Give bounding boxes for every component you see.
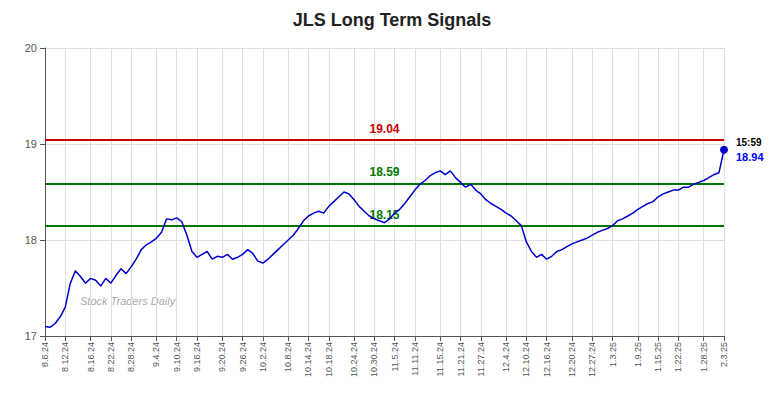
svg-text:8.22.24: 8.22.24 <box>106 342 116 372</box>
svg-text:10.8.24: 10.8.24 <box>283 342 293 372</box>
svg-text:9.10.24: 9.10.24 <box>172 342 182 372</box>
svg-text:10.18.24: 10.18.24 <box>324 342 334 377</box>
svg-text:2.3.25: 2.3.25 <box>719 342 729 367</box>
svg-text:11.5.24: 11.5.24 <box>390 342 400 371</box>
svg-text:12.27.24: 12.27.24 <box>587 342 597 377</box>
svg-text:18.15: 18.15 <box>369 207 400 222</box>
svg-text:1.3.25: 1.3.25 <box>608 342 618 367</box>
svg-text:12.4.24: 12.4.24 <box>501 342 511 372</box>
svg-text:8.16.24: 8.16.24 <box>86 342 96 372</box>
svg-text:1.15.25: 1.15.25 <box>653 342 663 372</box>
svg-text:12.10.24: 12.10.24 <box>521 342 531 377</box>
svg-text:11.21.24: 11.21.24 <box>456 342 466 376</box>
svg-text:10.24.24: 10.24.24 <box>349 342 359 377</box>
svg-text:1.9.25: 1.9.25 <box>633 342 643 367</box>
svg-text:10.30.24: 10.30.24 <box>369 342 379 377</box>
svg-text:18.94: 18.94 <box>736 151 764 163</box>
svg-text:15:59: 15:59 <box>736 137 762 148</box>
svg-text:19: 19 <box>25 138 37 150</box>
svg-text:10.2.24: 10.2.24 <box>258 342 268 372</box>
svg-text:12.16.24: 12.16.24 <box>542 342 552 377</box>
svg-text:20: 20 <box>25 42 37 54</box>
svg-text:8.28.24: 8.28.24 <box>126 342 136 372</box>
svg-text:1.28.25: 1.28.25 <box>699 342 709 372</box>
svg-text:11.15.24: 11.15.24 <box>435 342 445 376</box>
svg-text:Stock Traders Daily: Stock Traders Daily <box>80 295 177 307</box>
svg-text:9.20.24: 9.20.24 <box>217 342 227 372</box>
svg-text:12.20.24: 12.20.24 <box>567 342 577 377</box>
svg-text:19.04: 19.04 <box>369 122 399 136</box>
svg-text:11.11.24: 11.11.24 <box>410 342 420 376</box>
svg-text:10.14.24: 10.14.24 <box>303 342 313 377</box>
svg-text:8.6.24: 8.6.24 <box>40 342 50 367</box>
svg-text:11.27.24: 11.27.24 <box>476 342 486 376</box>
svg-text:8.12.24: 8.12.24 <box>60 342 70 372</box>
svg-text:9.26.24: 9.26.24 <box>238 342 248 372</box>
svg-text:JLS Long Term Signals: JLS Long Term Signals <box>293 10 492 30</box>
svg-text:9.16.24: 9.16.24 <box>192 342 202 372</box>
svg-text:17: 17 <box>25 330 37 342</box>
svg-text:9.4.24: 9.4.24 <box>151 342 161 367</box>
svg-text:18: 18 <box>25 234 37 246</box>
svg-text:18.59: 18.59 <box>369 165 399 179</box>
svg-text:1.22.25: 1.22.25 <box>673 342 683 372</box>
